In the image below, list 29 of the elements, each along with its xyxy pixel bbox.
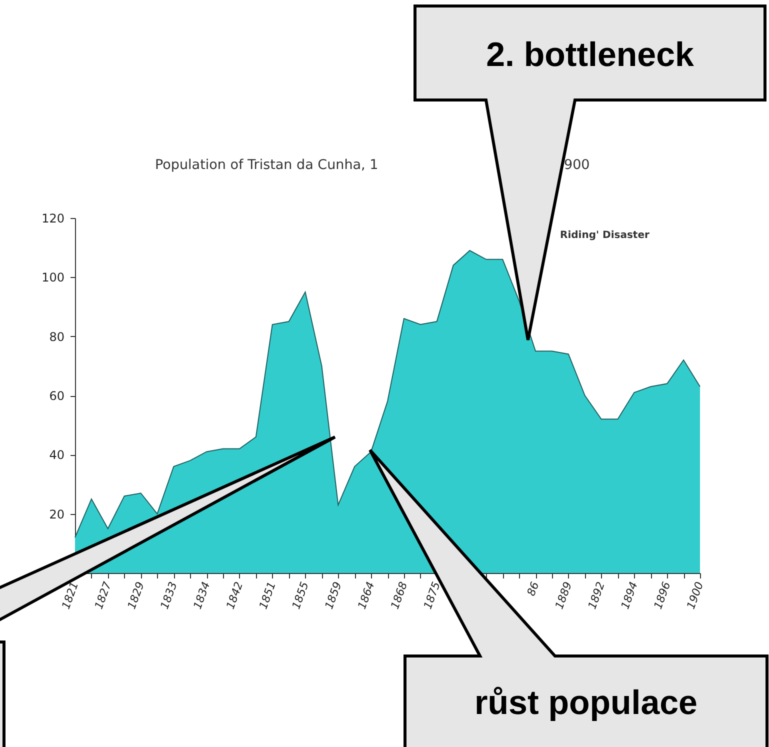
x-tick-label: 1842	[224, 580, 246, 611]
y-tick-label: 40	[49, 448, 64, 462]
x-tick-label: 1834	[190, 580, 213, 611]
x-tick-label: 1894	[618, 580, 640, 611]
x-tick-label: 1833	[158, 580, 180, 611]
annotation: Riding' Disaster	[560, 230, 650, 241]
x-tick-label: 1827	[92, 580, 114, 611]
text: 900	[564, 157, 590, 173]
y-tick-label: 80	[49, 330, 64, 344]
x-tick-label: 1864	[355, 580, 378, 611]
text: 2. bottleneck	[486, 36, 694, 74]
x-tick-label: 1821	[59, 580, 82, 611]
y-tick-label: 120	[42, 212, 64, 226]
y-tick-label: 60	[49, 389, 64, 403]
x-tick-label: 86	[524, 580, 542, 598]
y-tick-label: 20	[49, 507, 64, 522]
x-tick-label: 1896	[651, 580, 674, 611]
text: růst populace	[474, 684, 698, 722]
x-tick-label: 1855	[290, 580, 312, 611]
x-tick-label: 1868	[388, 580, 410, 611]
x-tick-label: 1829	[125, 580, 147, 611]
x-tick-label: 1892	[586, 580, 608, 611]
x-tick-label: 1900	[684, 580, 706, 611]
x-tick-label: 1859	[322, 580, 344, 611]
x-tick-label: 1851	[256, 580, 279, 611]
chart-title: Population of Tristan da Cunha, 1	[155, 157, 378, 173]
x-tick-label: 1875	[421, 580, 443, 611]
y-tick-label: 100	[42, 270, 64, 285]
x-tick-label: 1889	[552, 580, 575, 611]
